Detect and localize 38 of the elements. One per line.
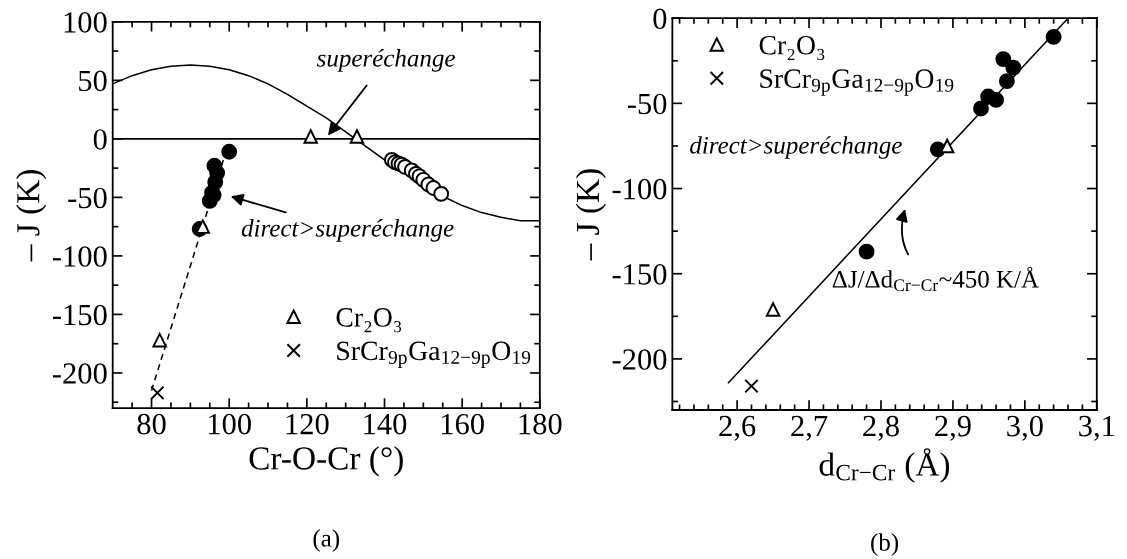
x-tick-label: 120 — [286, 413, 329, 435]
y-tick-label: -100 — [52, 246, 107, 267]
annotation: superéchange — [316, 49, 455, 72]
annotation: direct>superéchange — [241, 219, 454, 242]
y-axis-title: – J (K) — [575, 169, 606, 261]
y-tick-label: 0 — [93, 129, 107, 150]
y-tick-label: 100 — [64, 12, 107, 33]
legend-label: SrCr$_{9p}$Ga$_{12−9p}$O$_{19}$ — [760, 69, 954, 96]
y-tick-label: 0 — [653, 8, 667, 30]
x-tick-label: 100 — [208, 413, 251, 435]
text: (b) — [871, 533, 899, 556]
annotation: direct>superéchange — [690, 136, 902, 159]
x-tick-label: 3,1 — [1079, 415, 1115, 441]
legend-label: Cr₂O₃ — [336, 308, 402, 333]
x-axis-title: Cr-O-Cr (°) — [249, 446, 403, 477]
y-tick-label: -50 — [68, 187, 107, 209]
y-tick-label: -200 — [52, 363, 107, 384]
text: (a) — [313, 529, 340, 552]
x-axis-title: d$_{Cr−Cr}$ (Å) — [819, 448, 950, 483]
x-tick-label: 80 — [137, 413, 166, 435]
annotation: ΔJ/Δd$_{Cr−Cr}$~450 K/Å — [832, 266, 1039, 292]
x-tick-label: 2,8 — [863, 415, 899, 441]
y-tick-label: -150 — [52, 304, 107, 326]
x-tick-label: 3,0 — [1007, 415, 1043, 441]
x-tick-label: 2,9 — [935, 415, 971, 441]
x-tick-label: 140 — [364, 413, 407, 435]
y-tick-label: 50 — [79, 70, 107, 92]
x-tick-label: 180 — [519, 413, 562, 435]
legend-label: Cr₂O₃ — [759, 35, 825, 61]
y-tick-label: -200 — [612, 349, 667, 370]
y-tick-label: -100 — [612, 178, 667, 200]
x-tick-label: 2,7 — [791, 415, 828, 441]
legend-label: SrCr$_{9p}$Ga$_{12−9p}$O$_{19}$ — [337, 341, 531, 368]
x-tick-label: 160 — [441, 413, 484, 435]
x-tick-label: 2,6 — [719, 415, 756, 441]
y-axis-title: – J (K) — [16, 170, 47, 262]
y-tick-label: -50 — [627, 93, 667, 115]
y-tick-label: -150 — [612, 264, 667, 285]
